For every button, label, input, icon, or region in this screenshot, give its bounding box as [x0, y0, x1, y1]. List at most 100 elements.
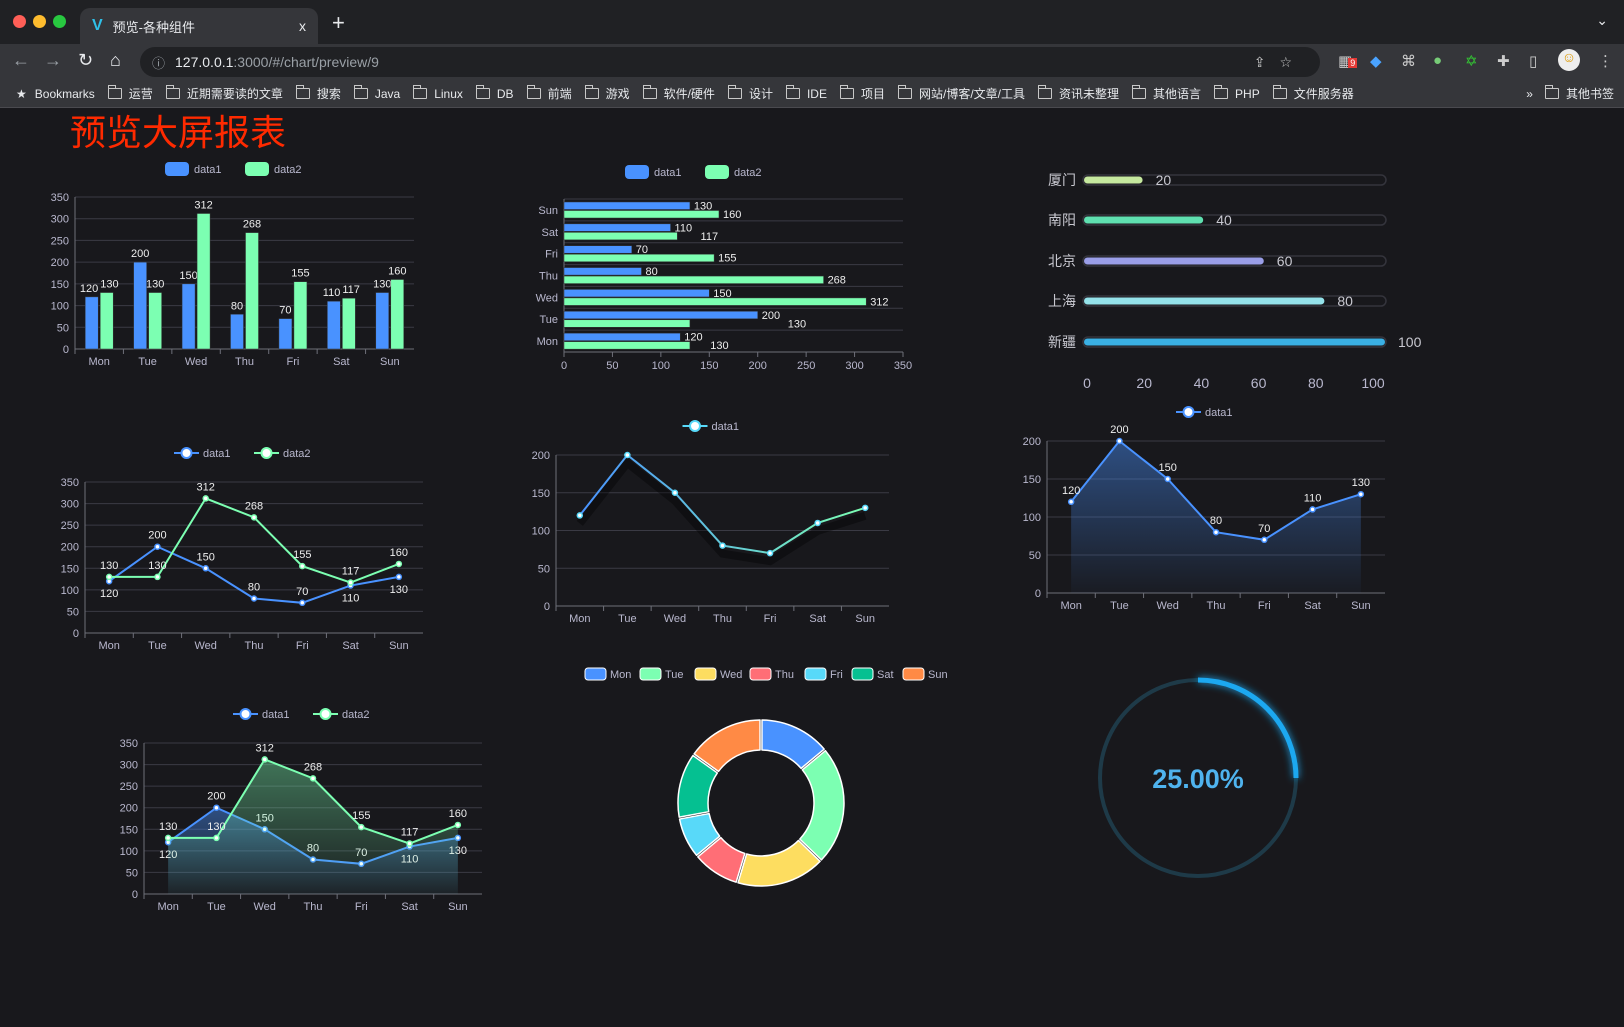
- bookmark-folder[interactable]: 运营: [107, 85, 153, 102]
- bookmarks-apps[interactable]: ★ Bookmarks: [16, 87, 95, 101]
- puzzle-icon[interactable]: ✚: [1497, 53, 1510, 70]
- legend-item[interactable]: Wed: [694, 667, 742, 681]
- share-icon[interactable]: ⇪: [1253, 53, 1280, 70]
- x-tick-label: Tue: [618, 613, 637, 625]
- folder-icon: [295, 85, 310, 99]
- legend-item[interactable]: data2: [245, 162, 302, 176]
- address-bar[interactable]: ⓘ 127.0.0.1:3000/#/chart/preview/9 ⇪☆: [140, 47, 1320, 77]
- y-tick-label: 250: [51, 235, 69, 247]
- bookmark-folder[interactable]: 网站/博客/文章/工具: [897, 85, 1025, 102]
- command-extension-icon[interactable]: ⌘: [1401, 53, 1416, 70]
- legend-item[interactable]: Mon: [584, 667, 631, 681]
- circle-extension-icon[interactable]: ●: [1433, 52, 1443, 69]
- star-icon: ★: [16, 86, 27, 101]
- bar: [133, 261, 147, 350]
- data-point: [1212, 528, 1220, 536]
- bar-value-label: 110: [323, 287, 341, 299]
- bookmark-label: 其他语言: [1153, 87, 1202, 101]
- extension-icon[interactable]: ▦9: [1338, 53, 1358, 70]
- bookmark-other[interactable]: 其他书签: [1544, 85, 1614, 102]
- bookmark-folder[interactable]: 设计: [727, 85, 773, 102]
- city-label: 北京: [1048, 253, 1076, 269]
- y-tick-label: Sat: [541, 227, 558, 239]
- legend-item[interactable]: Sun: [902, 667, 948, 681]
- legend-item[interactable]: data1: [233, 708, 290, 721]
- maximize-window-button[interactable]: [53, 15, 66, 28]
- progress-track: [1082, 174, 1387, 186]
- star-extension-icon[interactable]: ✡: [1465, 53, 1478, 70]
- folder-icon: [785, 85, 800, 99]
- data-point: [1309, 506, 1316, 513]
- legend-marker-icon: [689, 420, 701, 432]
- bookmark-folder[interactable]: Java: [353, 85, 400, 102]
- y-tick-label: 50: [126, 867, 138, 879]
- bookmark-folder[interactable]: 近期需要读的文章: [165, 85, 283, 102]
- data-label: 155: [293, 549, 311, 561]
- legend-item[interactable]: data2: [313, 708, 370, 721]
- legend-item[interactable]: data2: [254, 447, 311, 460]
- bookmark-folder[interactable]: 文件服务器: [1272, 85, 1354, 102]
- bookmark-folder[interactable]: PHP: [1214, 85, 1260, 102]
- bookmark-folder[interactable]: 资讯未整理: [1038, 85, 1119, 102]
- legend-item[interactable]: data1: [682, 420, 740, 433]
- bar-value-label: 130: [100, 279, 118, 291]
- donut-slice: [697, 836, 746, 883]
- legend-item[interactable]: Tue: [639, 667, 684, 681]
- legend-item[interactable]: data1: [174, 447, 231, 460]
- home-icon[interactable]: ⌂: [110, 50, 121, 70]
- bookmark-label: 搜索: [316, 87, 341, 101]
- chart-legend: data1: [682, 420, 740, 433]
- browser-tab[interactable]: V 预览-各种组件 x: [80, 8, 318, 44]
- menu-icon[interactable]: ⋮: [1598, 53, 1613, 70]
- folder-icon: [1132, 85, 1147, 99]
- bar: [230, 314, 244, 350]
- side-panel-icon[interactable]: ▯: [1529, 53, 1538, 70]
- legend-item[interactable]: Sat: [851, 667, 894, 681]
- new-tab-button[interactable]: +: [332, 10, 345, 35]
- bookmark-star-icon[interactable]: ☆: [1279, 53, 1306, 70]
- bookmark-folder[interactable]: 前端: [526, 85, 572, 102]
- back-icon[interactable]: ←: [12, 50, 30, 70]
- area-fill: [1071, 441, 1361, 593]
- bar-value-label: 268: [243, 219, 261, 231]
- bar: [196, 213, 211, 350]
- folder-icon: [413, 85, 428, 99]
- legend-item[interactable]: data1: [625, 165, 682, 179]
- minimize-window-button[interactable]: [33, 15, 46, 28]
- y-tick-label: 50: [1029, 550, 1041, 562]
- bookmark-folder[interactable]: Linux: [413, 85, 463, 102]
- legend-item[interactable]: data2: [705, 165, 762, 179]
- bar: [563, 201, 691, 210]
- close-window-button[interactable]: [13, 15, 26, 28]
- bar-value-label: 160: [723, 209, 741, 221]
- bookmark-folder[interactable]: 软件/硬件: [642, 85, 715, 102]
- progress-fill: [1084, 297, 1325, 305]
- bar: [563, 297, 867, 306]
- data-label: 160: [449, 808, 467, 820]
- bookmark-folder[interactable]: 游戏: [584, 85, 630, 102]
- chart-legend: data1: [1176, 406, 1233, 419]
- bookmark-folder[interactable]: 搜索: [295, 85, 341, 102]
- data-label: 160: [390, 547, 408, 559]
- tab-search-button[interactable]: ⌄: [1596, 12, 1608, 28]
- x-tick-label: Fri: [287, 356, 300, 368]
- data-point: [719, 542, 726, 549]
- more-bookmarks-button[interactable]: »: [1526, 87, 1533, 101]
- y-tick-label: 100: [51, 301, 69, 313]
- site-info-icon[interactable]: ⓘ: [152, 55, 166, 71]
- profile-avatar[interactable]: ☺: [1558, 49, 1580, 71]
- forward-icon[interactable]: →: [44, 50, 62, 70]
- legend-item[interactable]: Fri: [804, 667, 843, 681]
- legend-item[interactable]: Thu: [749, 667, 794, 681]
- bookmark-folder[interactable]: IDE: [785, 85, 827, 102]
- bookmark-folder[interactable]: DB: [475, 85, 514, 102]
- legend-item[interactable]: data1: [1176, 406, 1233, 419]
- tab-close-icon[interactable]: x: [299, 18, 306, 34]
- legend-item[interactable]: data1: [165, 162, 222, 176]
- data-point: [250, 514, 258, 521]
- reload-icon[interactable]: ↻: [78, 50, 94, 70]
- gem-extension-icon[interactable]: ◆: [1370, 53, 1382, 70]
- bookmark-folder[interactable]: 其他语言: [1132, 85, 1201, 102]
- data-label: 268: [245, 500, 263, 512]
- bookmark-folder[interactable]: 项目: [839, 85, 885, 102]
